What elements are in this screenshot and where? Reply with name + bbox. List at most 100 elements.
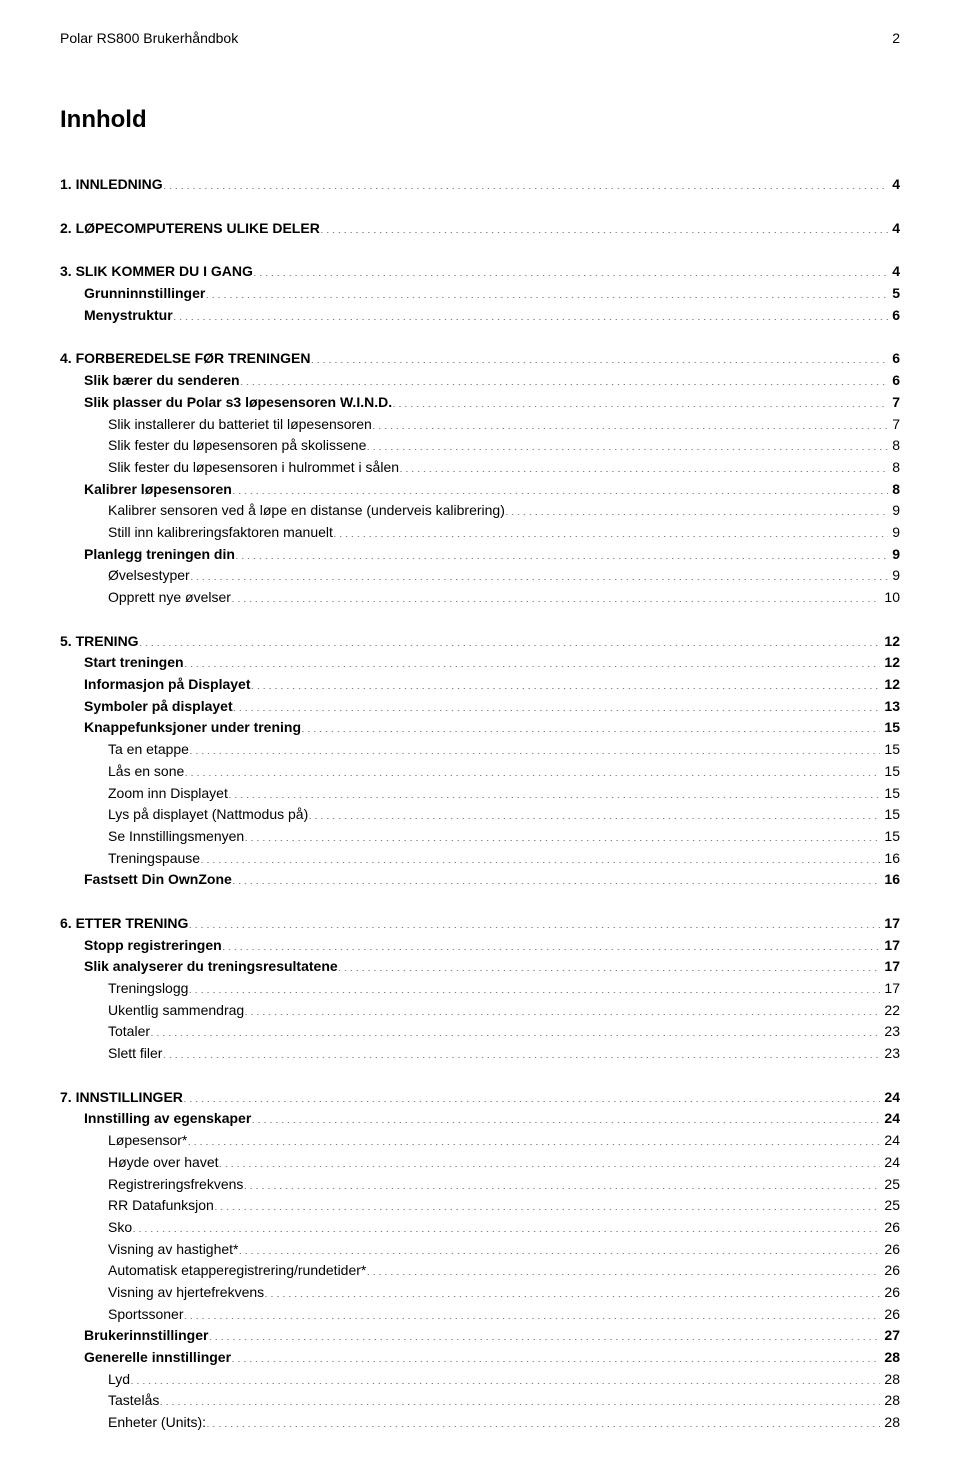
toc-entry: 5. TRENING12 bbox=[60, 631, 900, 653]
toc-leader bbox=[173, 306, 889, 320]
toc-label: Zoom inn Displayet bbox=[108, 783, 228, 805]
toc-entry: Opprett nye øvelser 10 bbox=[60, 587, 900, 609]
toc-leader bbox=[231, 1348, 880, 1362]
toc-leader bbox=[308, 805, 880, 819]
toc-entry: Informasjon på Displayet12 bbox=[60, 674, 900, 696]
toc-leader bbox=[189, 740, 880, 754]
toc-page: 12 bbox=[880, 652, 900, 674]
toc-entry: Ukentlig sammendrag22 bbox=[60, 1000, 900, 1022]
toc-page: 8 bbox=[888, 457, 900, 479]
toc-label: Automatisk etapperegistrering/rundetider… bbox=[108, 1260, 366, 1282]
toc-leader bbox=[222, 936, 881, 950]
toc-label: Løpesensor* bbox=[108, 1130, 187, 1152]
toc-leader bbox=[333, 523, 888, 537]
toc-entry: Innstilling av egenskaper24 bbox=[60, 1108, 900, 1130]
toc-label: Lys på displayet (Nattmodus på) bbox=[108, 804, 308, 826]
toc-leader bbox=[240, 371, 889, 385]
toc-label: Menystruktur bbox=[84, 305, 173, 327]
toc-label: Slik plasser du Polar s3 løpesensoren W.… bbox=[84, 392, 392, 414]
toc-entry: Fastsett Din OwnZone 16 bbox=[60, 869, 900, 891]
toc-label: Stopp registreringen bbox=[84, 935, 222, 957]
toc-leader bbox=[208, 1326, 880, 1340]
toc-leader bbox=[184, 653, 881, 667]
toc-page: 13 bbox=[880, 696, 900, 718]
toc-page: 16 bbox=[880, 869, 900, 891]
toc-leader bbox=[206, 1413, 880, 1427]
toc-entry: 4. FORBEREDELSE FØR TRENINGEN6 bbox=[60, 348, 900, 370]
toc-leader bbox=[338, 957, 881, 971]
toc-entry: Se Innstillingsmenyen15 bbox=[60, 826, 900, 848]
toc-leader bbox=[243, 1175, 880, 1189]
toc-entry: Still inn kalibreringsfaktoren manuelt9 bbox=[60, 522, 900, 544]
toc-label: 6. ETTER TRENING bbox=[60, 913, 188, 935]
toc-leader bbox=[231, 588, 880, 602]
toc-page: 10 bbox=[880, 587, 900, 609]
toc-leader bbox=[372, 415, 888, 429]
toc-page: 6 bbox=[888, 370, 900, 392]
document-header: Polar RS800 Brukerhåndbok 2 bbox=[60, 30, 900, 46]
toc-page: 9 bbox=[888, 522, 900, 544]
toc-label: 5. TRENING bbox=[60, 631, 139, 653]
toc-leader bbox=[232, 480, 888, 494]
toc-page: 15 bbox=[880, 739, 900, 761]
toc-page: 26 bbox=[880, 1217, 900, 1239]
toc-page: 16 bbox=[880, 848, 900, 870]
toc-label: Innstilling av egenskaper bbox=[84, 1108, 251, 1130]
toc-label: Slik bærer du senderen bbox=[84, 370, 240, 392]
toc-entry: Slett filer23 bbox=[60, 1043, 900, 1065]
toc-leader bbox=[366, 1261, 880, 1275]
toc-label: Informasjon på Displayet bbox=[84, 674, 250, 696]
toc-entry: Grunninnstillinger5 bbox=[60, 283, 900, 305]
toc-leader bbox=[183, 1305, 880, 1319]
toc-label: Fastsett Din OwnZone bbox=[84, 869, 232, 891]
toc-entry: 1. INNLEDNING4 bbox=[60, 174, 900, 196]
toc-entry: 6. ETTER TRENING 17 bbox=[60, 913, 900, 935]
toc-page: 25 bbox=[880, 1174, 900, 1196]
toc-page: 17 bbox=[880, 935, 900, 957]
toc-entry: Lys på displayet (Nattmodus på)15 bbox=[60, 804, 900, 826]
toc-label: Ukentlig sammendrag bbox=[108, 1000, 244, 1022]
toc-label: Registreringsfrekvens bbox=[108, 1174, 243, 1196]
toc-entry: Øvelsestyper9 bbox=[60, 565, 900, 587]
toc-entry: Visning av hjertefrekvens26 bbox=[60, 1282, 900, 1304]
toc-leader bbox=[183, 1088, 881, 1102]
toc-page: 23 bbox=[880, 1021, 900, 1043]
toc-entry: RR Datafunksjon25 bbox=[60, 1195, 900, 1217]
toc-entry: Lyd 28 bbox=[60, 1369, 900, 1391]
toc-page: 17 bbox=[880, 956, 900, 978]
toc-label: Sportssoner bbox=[108, 1304, 183, 1326]
toc-page: 8 bbox=[888, 435, 900, 457]
toc-page: 8 bbox=[888, 479, 900, 501]
toc-page: 25 bbox=[880, 1195, 900, 1217]
toc-leader bbox=[150, 1022, 880, 1036]
toc-label: 1. INNLEDNING bbox=[60, 174, 163, 196]
toc-leader bbox=[214, 1196, 881, 1210]
toc-label: Visning av hastighet* bbox=[108, 1239, 239, 1261]
toc-entry: Planlegg treningen din9 bbox=[60, 544, 900, 566]
toc-entry: Slik bærer du senderen 6 bbox=[60, 370, 900, 392]
toc-label: 2. LØPECOMPUTERENS ULIKE DELER bbox=[60, 218, 320, 240]
toc-leader bbox=[251, 1109, 880, 1123]
toc-leader bbox=[244, 827, 880, 841]
toc-leader bbox=[162, 1044, 880, 1058]
toc-entry: Slik installerer du batteriet til løpese… bbox=[60, 414, 900, 436]
toc-page: 28 bbox=[880, 1369, 900, 1391]
toc-entry: Knappefunksjoner under trening15 bbox=[60, 717, 900, 739]
toc-leader bbox=[139, 632, 881, 646]
toc-leader bbox=[233, 697, 881, 711]
toc-page: 4 bbox=[888, 261, 900, 283]
toc-leader bbox=[392, 393, 888, 407]
toc-leader bbox=[159, 1391, 880, 1405]
toc-page: 15 bbox=[880, 826, 900, 848]
toc-leader bbox=[250, 675, 880, 689]
toc-entry: Start treningen12 bbox=[60, 652, 900, 674]
toc-page: 17 bbox=[880, 913, 900, 935]
toc-leader bbox=[244, 1001, 880, 1015]
toc-label: Opprett nye øvelser bbox=[108, 587, 231, 609]
toc-entry: Slik fester du løpesensoren på skolissen… bbox=[60, 435, 900, 457]
toc-label: Lyd bbox=[108, 1369, 130, 1391]
toc-label: Planlegg treningen din bbox=[84, 544, 235, 566]
toc-page: 6 bbox=[888, 348, 900, 370]
toc-page: 24 bbox=[880, 1130, 900, 1152]
toc-entry: Brukerinnstillinger27 bbox=[60, 1325, 900, 1347]
